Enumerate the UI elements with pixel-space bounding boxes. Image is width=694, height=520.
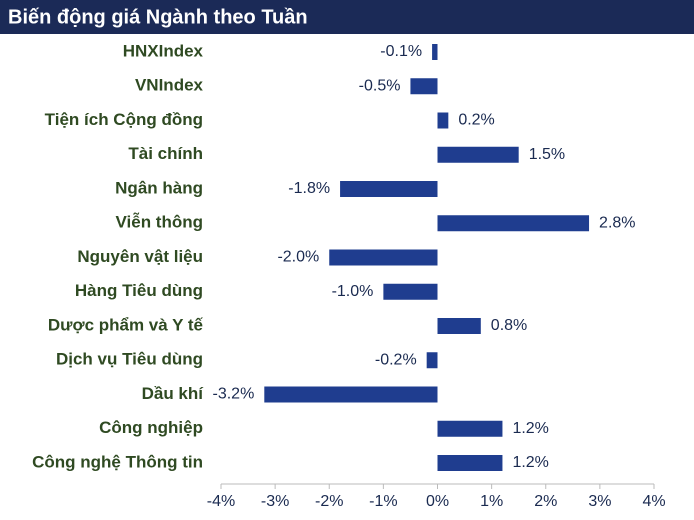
x-tick-label: 2% [534, 493, 557, 510]
value-label: 2.8% [599, 214, 635, 231]
category-label: HNXIndex [123, 41, 204, 60]
chart-title: Biến động giá Ngành theo Tuần [8, 6, 308, 28]
bar [437, 112, 449, 129]
title-bar [0, 0, 694, 34]
bar [437, 215, 590, 232]
category-label: Tiện ích Cộng đồng [45, 110, 203, 129]
category-label: Nguyên vật liệu [77, 247, 203, 266]
x-tick-label: -2% [315, 493, 343, 510]
x-tick-label: -1% [369, 493, 397, 510]
category-label: Hàng Tiêu dùng [75, 281, 203, 300]
x-tick-label: 3% [588, 493, 611, 510]
value-label: -1.0% [332, 283, 374, 300]
value-label: -1.8% [288, 180, 330, 197]
bar [264, 386, 438, 403]
category-label: Dầu khí [142, 384, 205, 403]
x-tick-label: 4% [642, 493, 665, 510]
value-label: -0.5% [359, 77, 401, 94]
bar [437, 318, 481, 334]
bar [383, 283, 438, 300]
x-tick-label: 1% [480, 493, 503, 510]
value-label: 1.5% [529, 146, 565, 163]
value-label: -0.2% [375, 351, 417, 368]
category-label: Công nghệ Thông tin [32, 452, 203, 471]
value-label: 1.2% [512, 420, 548, 437]
bar [340, 181, 438, 197]
category-label: Ngân hàng [115, 178, 203, 197]
x-tick-label: 0% [426, 493, 449, 510]
value-label: 0.2% [458, 112, 494, 129]
x-tick-label: -3% [261, 493, 289, 510]
category-label: VNIndex [135, 76, 204, 95]
bar [329, 249, 438, 266]
value-label: 1.2% [512, 454, 548, 471]
value-label: -0.1% [380, 43, 422, 60]
x-tick-label: -4% [207, 493, 235, 510]
bar [437, 420, 503, 437]
category-label: Dược phẩm và Y tế [48, 315, 204, 334]
category-label: Viễn thông [115, 213, 203, 232]
bar [437, 455, 503, 471]
category-label: Tài chính [128, 144, 203, 163]
bar [437, 146, 519, 163]
category-label: Công nghiệp [99, 418, 203, 437]
bar [432, 44, 438, 60]
bar [426, 352, 438, 369]
bar [410, 78, 438, 95]
value-label: -3.2% [213, 386, 255, 403]
value-label: -2.0% [277, 249, 319, 266]
value-label: 0.8% [491, 317, 527, 334]
category-label: Dịch vụ Tiêu dùng [56, 350, 203, 369]
